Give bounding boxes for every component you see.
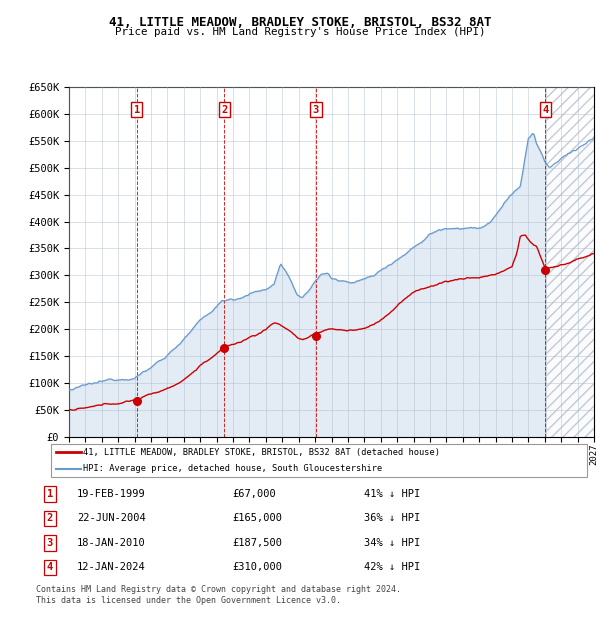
Text: 22-JUN-2004: 22-JUN-2004 [77,513,146,523]
Text: 4: 4 [47,562,53,572]
Text: Contains HM Land Registry data © Crown copyright and database right 2024.
This d: Contains HM Land Registry data © Crown c… [36,585,401,604]
Text: Price paid vs. HM Land Registry's House Price Index (HPI): Price paid vs. HM Land Registry's House … [115,27,485,37]
Text: 3: 3 [47,538,53,548]
Text: 18-JAN-2010: 18-JAN-2010 [77,538,146,548]
Text: 34% ↓ HPI: 34% ↓ HPI [364,538,420,548]
Text: 1: 1 [47,489,53,499]
Text: £310,000: £310,000 [233,562,283,572]
Text: 19-FEB-1999: 19-FEB-1999 [77,489,146,499]
Text: £187,500: £187,500 [233,538,283,548]
Text: 41, LITTLE MEADOW, BRADLEY STOKE, BRISTOL, BS32 8AT (detached house): 41, LITTLE MEADOW, BRADLEY STOKE, BRISTO… [83,448,440,457]
Text: 1: 1 [134,105,140,115]
Text: 42% ↓ HPI: 42% ↓ HPI [364,562,420,572]
FancyBboxPatch shape [51,444,587,477]
Text: 2: 2 [221,105,227,115]
Text: 41% ↓ HPI: 41% ↓ HPI [364,489,420,499]
Text: 2: 2 [47,513,53,523]
Text: 3: 3 [313,105,319,115]
Text: 12-JAN-2024: 12-JAN-2024 [77,562,146,572]
Text: 4: 4 [542,105,548,115]
Text: 41, LITTLE MEADOW, BRADLEY STOKE, BRISTOL, BS32 8AT: 41, LITTLE MEADOW, BRADLEY STOKE, BRISTO… [109,16,491,29]
Text: £165,000: £165,000 [233,513,283,523]
Text: HPI: Average price, detached house, South Gloucestershire: HPI: Average price, detached house, Sout… [83,464,383,474]
Text: £67,000: £67,000 [233,489,277,499]
Text: 36% ↓ HPI: 36% ↓ HPI [364,513,420,523]
